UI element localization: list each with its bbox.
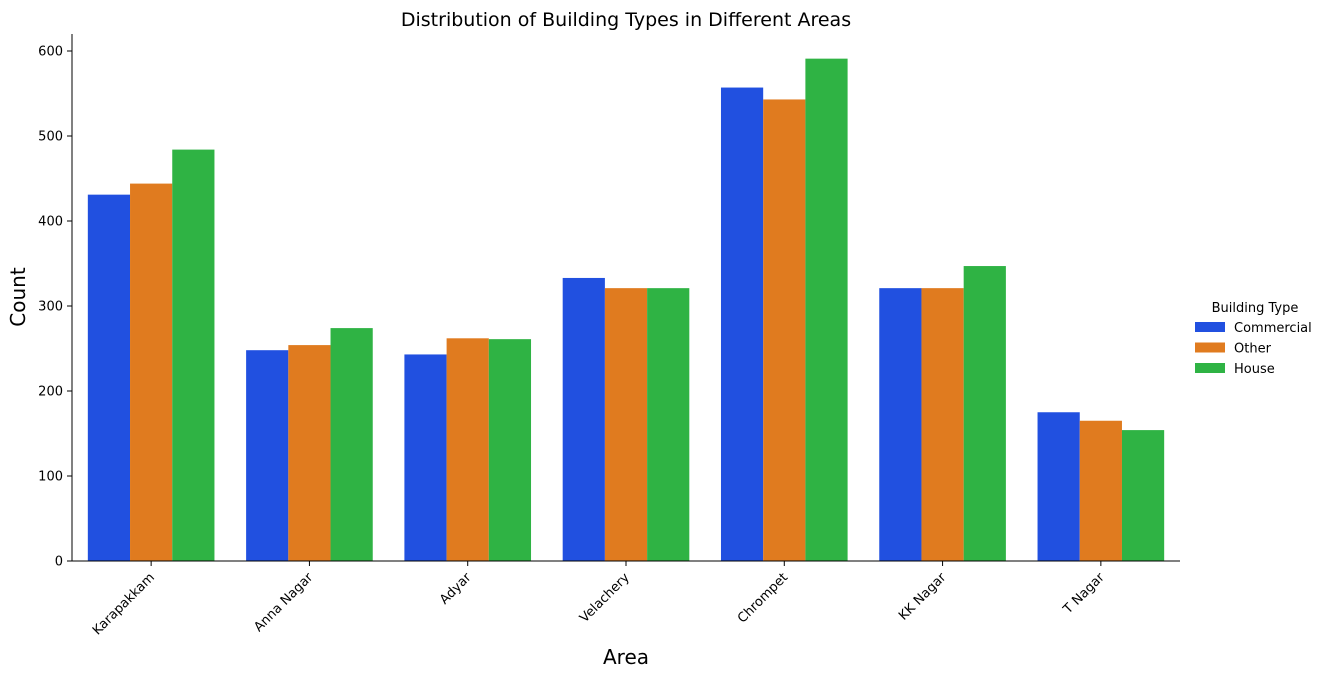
x-axis-ticks: Karapakkam Anna Nagar Adyar Velachery Chromp… xyxy=(90,561,1108,638)
legend-label-house: House xyxy=(1234,362,1275,377)
bar-commercial-velachery xyxy=(562,277,605,561)
bar-other-t-nagar xyxy=(1079,420,1122,561)
bar-commercial-adyar xyxy=(404,354,447,561)
bar-commercial-chrompet xyxy=(720,87,764,562)
bar-other-anna-nagar xyxy=(288,345,331,561)
x-tick-label: Karapakkam xyxy=(90,570,158,638)
bar-house-kk-nagar xyxy=(963,266,1006,561)
legend-label-other: Other xyxy=(1234,342,1272,357)
bar-other-kk-nagar xyxy=(921,288,964,561)
y-tick-label: 600 xyxy=(38,45,63,60)
y-tick-label: 400 xyxy=(38,215,63,230)
legend-swatch-commercial xyxy=(1195,322,1225,332)
y-tick-label: 300 xyxy=(38,300,63,315)
y-tick-label: 500 xyxy=(38,130,63,145)
bar-commercial-karapakkam xyxy=(87,194,131,561)
y-tick-label: 200 xyxy=(38,385,63,400)
y-axis-label: Count xyxy=(6,267,30,327)
bar-commercial-t-nagar xyxy=(1037,412,1080,561)
chart-title: Distribution of Building Types in Differ… xyxy=(401,9,851,31)
x-tick-label: Chrompet xyxy=(735,570,791,626)
bar-house-anna-nagar xyxy=(330,328,373,561)
bar-commercial-kk-nagar xyxy=(879,288,922,561)
x-tick-label: Velachery xyxy=(577,570,633,626)
legend-label-commercial: Commercial xyxy=(1234,321,1312,336)
bar-other-karapakkam xyxy=(130,183,173,561)
bar-house-t-nagar xyxy=(1121,430,1165,561)
legend-title: Building Type xyxy=(1212,301,1299,316)
bars-group xyxy=(87,58,1165,562)
bar-other-chrompet xyxy=(763,99,806,561)
y-tick-label: 0 xyxy=(55,555,63,570)
bar-other-velachery xyxy=(604,288,648,561)
bar-other-adyar xyxy=(446,338,489,561)
x-tick-label: Anna Nagar xyxy=(251,570,316,635)
legend-swatch-house xyxy=(1195,363,1225,373)
x-tick-label: T Nagar xyxy=(1060,570,1108,618)
legend-swatch-other xyxy=(1195,342,1225,353)
x-tick-label: KK Nagar xyxy=(896,570,950,624)
x-axis-label: Area xyxy=(603,645,649,669)
bar-house-velachery xyxy=(647,288,690,561)
bar-commercial-anna-nagar xyxy=(246,350,289,561)
y-tick-label: 100 xyxy=(38,470,63,485)
y-axis-ticks: 0 100 200 300 400 500 600 xyxy=(38,45,72,570)
legend: Building Type Commercial Other House xyxy=(1195,301,1312,377)
x-tick-label: Adyar xyxy=(437,570,475,608)
bar-house-chrompet xyxy=(805,58,848,562)
bar-house-karapakkam xyxy=(172,149,215,561)
bar-house-adyar xyxy=(488,339,532,561)
